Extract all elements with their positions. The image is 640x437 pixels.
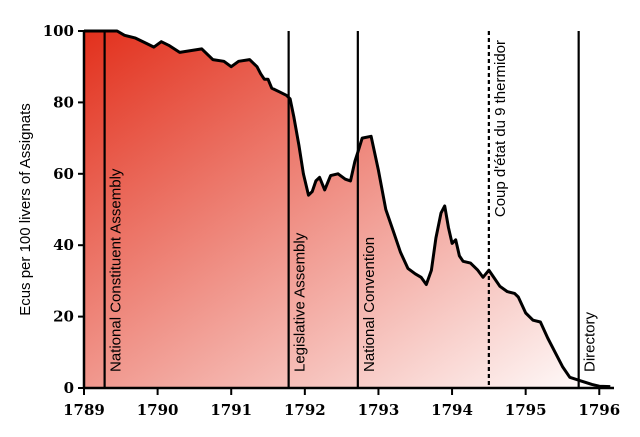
event-label-3: Coup d'état du 9 thermidor <box>492 40 509 217</box>
x-tick-label-2: 1791 <box>210 401 252 419</box>
x-tick-label-0: 1789 <box>63 401 105 419</box>
y-axis-title: Ecus per 100 livers of Assignats <box>17 103 34 316</box>
event-layer: National Constituent Assembly Legislative… <box>103 31 599 388</box>
event-label-2: National Convention <box>361 237 378 372</box>
y-tick-label-4: 80 <box>53 93 74 111</box>
x-tick-label-6: 1795 <box>505 401 547 419</box>
x-tick-label-1: 1790 <box>137 401 179 419</box>
data-line <box>84 29 611 389</box>
event-label-1: Legislative Assembly <box>292 232 309 372</box>
x-tick-label-5: 1794 <box>431 401 473 419</box>
x-tick-label-7: 1796 <box>578 401 620 419</box>
y-tick-label-1: 20 <box>53 308 74 326</box>
axis-layer: 0 20 40 60 80 100 1789 1790 1791 1792 1793 1794 1795… <box>43 22 620 419</box>
event-label-4: Directory <box>582 311 599 372</box>
y-tick-label-3: 60 <box>53 165 74 183</box>
y-tick-label-5: 100 <box>43 22 74 40</box>
x-tick-label-3: 1792 <box>284 401 326 419</box>
area-layer <box>84 29 611 389</box>
data-area-fill <box>84 31 611 388</box>
y-tick-label-2: 40 <box>53 236 74 254</box>
x-tick-label-4: 1793 <box>358 401 400 419</box>
y-tick-label-0: 0 <box>64 379 74 397</box>
event-label-0: National Constituent Assembly <box>108 168 125 372</box>
